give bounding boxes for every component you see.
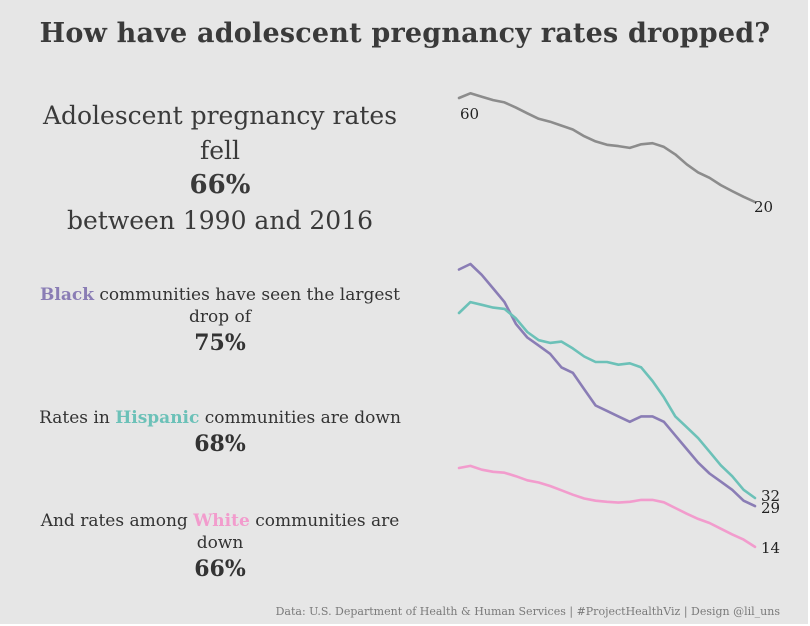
overall-panel: 60 20 bbox=[457, 92, 773, 216]
hispanic-percent: 68% bbox=[194, 431, 246, 457]
black-series-line bbox=[457, 262, 757, 508]
black-keyword: Black bbox=[40, 285, 94, 305]
white-text-line2: down bbox=[196, 533, 244, 553]
summary-percent: 66% bbox=[189, 170, 251, 200]
black-annotation: Black communities have seen the largest … bbox=[20, 284, 420, 358]
chart-title: How have adolescent pregnancy rates drop… bbox=[39, 18, 771, 49]
hispanic-series-line bbox=[457, 300, 757, 500]
black-text-after: communities have seen the largest bbox=[94, 285, 400, 305]
black-text-line2: drop of bbox=[188, 307, 252, 327]
hispanic-keyword: Hispanic bbox=[115, 408, 200, 428]
black-end-label: 29 bbox=[761, 499, 780, 517]
hispanic-end-label: 32 bbox=[761, 487, 780, 505]
black-percent: 75% bbox=[194, 330, 246, 356]
white-keyword: White bbox=[193, 511, 250, 531]
overall-start-label: 60 bbox=[460, 105, 479, 123]
white-end-label: 14 bbox=[761, 539, 780, 557]
overall-series-line bbox=[457, 92, 757, 204]
source-note: Data: U.S. Department of Health & Human … bbox=[275, 605, 780, 618]
hispanic-text-before: Rates in bbox=[39, 408, 116, 428]
summary-line-2: fell bbox=[199, 136, 241, 165]
overall-end-label: 20 bbox=[754, 198, 773, 216]
white-series-line bbox=[457, 464, 757, 549]
white-annotation: And rates among White communities are do… bbox=[20, 510, 420, 584]
hispanic-text-after: communities are down bbox=[199, 408, 401, 428]
hispanic-annotation: Rates in Hispanic communities are down 6… bbox=[20, 407, 420, 459]
white-text-before: And rates among bbox=[40, 511, 194, 531]
summary-line-3: between 1990 and 2016 bbox=[66, 206, 374, 235]
summary-line-1: Adolescent pregnancy rates bbox=[42, 101, 398, 130]
white-percent: 66% bbox=[194, 556, 246, 582]
summary-annotation: Adolescent pregnancy rates fell 66% betw… bbox=[20, 98, 420, 238]
white-text-after: communities are bbox=[249, 511, 400, 531]
